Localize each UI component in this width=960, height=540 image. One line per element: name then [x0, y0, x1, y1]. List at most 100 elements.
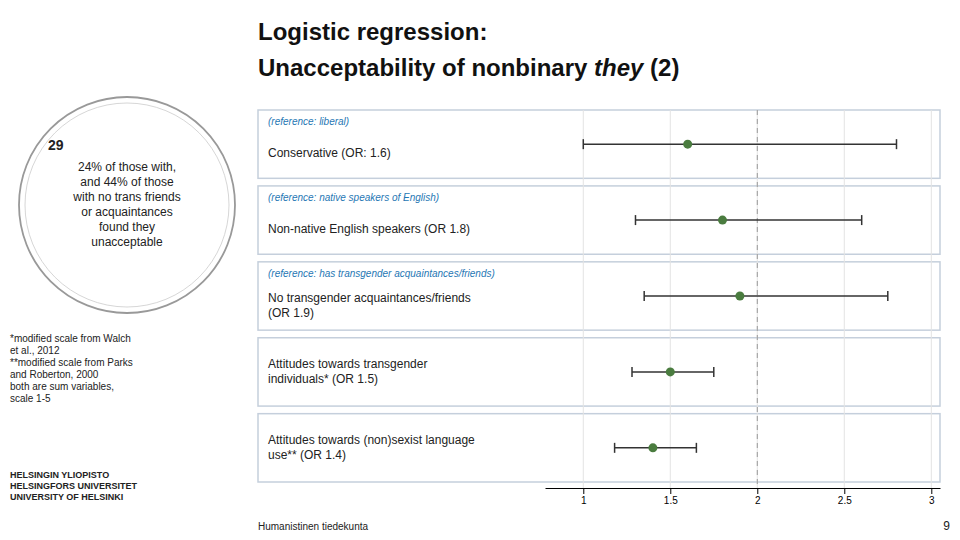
page-number-line: 9 [943, 519, 950, 533]
category-label-line: (OR 1.9) [268, 306, 314, 320]
x-tick-label: 2.5 [838, 495, 852, 506]
footer-line: Humanistinen tiedekunta [258, 521, 369, 532]
point [648, 443, 657, 452]
marks [583, 139, 896, 453]
category-label-line: Conservative (OR: 1.6) [268, 146, 391, 160]
grid-line [844, 110, 845, 488]
title-part: Logistic regression: [258, 18, 487, 45]
bubble-text-line: unacceptable [91, 235, 163, 249]
x-tick: 1.5 [664, 488, 678, 506]
x-tick: 1 [581, 488, 587, 506]
university-name-line: UNIVERSITY OF HELSINKI [10, 492, 123, 502]
x-tick-mark [757, 488, 758, 494]
error-cap-high [713, 367, 715, 377]
notes-line: et al., 2012 [10, 345, 60, 356]
point [666, 367, 675, 376]
category-label-line: use** (OR 1.4) [268, 448, 346, 462]
university-name: HELSINGIN YLIOPISTOHELSINGFORS UNIVERSIT… [10, 470, 138, 502]
category-label-line: Attitudes towards (non)sexist language [268, 433, 475, 447]
row-box [258, 414, 940, 482]
error-bar [583, 143, 896, 145]
x-tick-label: 1.5 [664, 495, 678, 506]
error-cap-high [696, 443, 698, 453]
reference-label: (reference: liberal) [268, 116, 349, 127]
x-axis: 1 1.5 2 2.5 3 [546, 488, 941, 506]
category-label: Conservative (OR: 1.6) [268, 146, 391, 160]
grid-line [757, 110, 758, 488]
x-tick: 3 [929, 488, 935, 506]
category-label-line: Attitudes towards transgender [268, 357, 427, 371]
bubble-text-line: with no trans friends [72, 190, 180, 204]
bubble-prefix: 29 [48, 137, 64, 153]
row-boxes [258, 110, 940, 482]
reference-line [757, 110, 758, 488]
title-part: (2) [643, 54, 679, 81]
point [718, 216, 727, 225]
bubble-text-line: and 44% of those [80, 175, 174, 189]
category-label: Non-native English speakers (OR 1.8) [268, 222, 470, 236]
x-tick: 2 [755, 488, 761, 506]
point [735, 292, 744, 301]
chart: Logistic regression: Unacceptability of n… [0, 0, 960, 540]
title: Logistic regression: [258, 18, 487, 45]
bubble-text-line: 24% of those with, [78, 160, 176, 174]
row-box [258, 262, 940, 330]
university-name-line: HELSINGFORS UNIVERSITET [10, 481, 138, 491]
x-tick-mark [844, 488, 845, 494]
bubble-text-line: found they [99, 220, 155, 234]
x-tick-label: 2 [755, 495, 761, 506]
reference-label: (reference: native speakers of English) [268, 192, 439, 203]
notes: *modified scale from Walchet al., 2012**… [10, 333, 133, 404]
left-panel: 29 24% of those with,and 44% of thosewith… [10, 97, 235, 502]
error-cap-high [896, 139, 898, 149]
notes-line: *modified scale from Walch [10, 333, 131, 344]
error-cap-high [861, 215, 863, 225]
error-cap-low [583, 139, 585, 149]
grid-line [931, 110, 932, 488]
point [683, 140, 692, 149]
bubble-prefix-line: 29 [48, 137, 64, 153]
row-labels: (reference: liberal) Conservative (OR: 1.… [268, 116, 495, 462]
reference-label: (reference: has transgender acquaintance… [268, 268, 495, 279]
category-label-line: No transgender acquaintances/friends [268, 291, 471, 305]
category-label: Attitudes towards (non)sexist languageus… [268, 433, 475, 462]
title-part: they [594, 54, 645, 81]
x-tick-label: 1 [581, 495, 587, 506]
notes-line: and Roberton, 2000 [10, 369, 99, 380]
error-cap-low [614, 443, 616, 453]
error-bar [644, 295, 888, 297]
row-box [258, 186, 940, 254]
x-tick-label: 3 [929, 495, 935, 506]
grid-line [583, 110, 584, 488]
x-tick-mark [670, 488, 671, 494]
error-cap-low [631, 367, 633, 377]
bubble-inner [25, 103, 229, 307]
title: Unacceptability of nonbinary they (2) [258, 54, 679, 81]
bubble-text: 24% of those with,and 44% of thosewith n… [72, 160, 180, 249]
x-tick-mark [931, 488, 932, 494]
grid-line [670, 110, 671, 488]
title-group: Logistic regression: Unacceptability of n… [258, 18, 679, 81]
x-axis-line [546, 488, 941, 489]
error-cap-low [643, 291, 645, 301]
error-cap-high [887, 291, 889, 301]
notes-line: **modified scale from Parks [10, 357, 133, 368]
error-cap-low [635, 215, 637, 225]
x-tick-mark [583, 488, 584, 494]
bubble-outer [19, 97, 235, 313]
row-box [258, 110, 940, 178]
notes-line: both are sum variables, [10, 381, 114, 392]
category-label: No transgender acquaintances/friends(OR … [268, 291, 471, 320]
row-box [258, 338, 940, 406]
bubble-text-line: or acquaintances [81, 205, 172, 219]
grid [583, 110, 931, 488]
category-label-line: Non-native English speakers (OR 1.8) [268, 222, 470, 236]
university-name-line: HELSINGIN YLIOPISTO [10, 470, 109, 480]
notes-line: scale 1-5 [10, 393, 51, 404]
footer: Humanistinen tiedekunta [258, 521, 369, 532]
title-part: Unacceptability of nonbinary [258, 54, 594, 81]
error-bar [635, 219, 861, 221]
page-number: 9 [943, 519, 950, 533]
category-label: Attitudes towards transgenderindividuals… [268, 357, 427, 386]
category-label-line: individuals* (OR 1.5) [268, 372, 378, 386]
